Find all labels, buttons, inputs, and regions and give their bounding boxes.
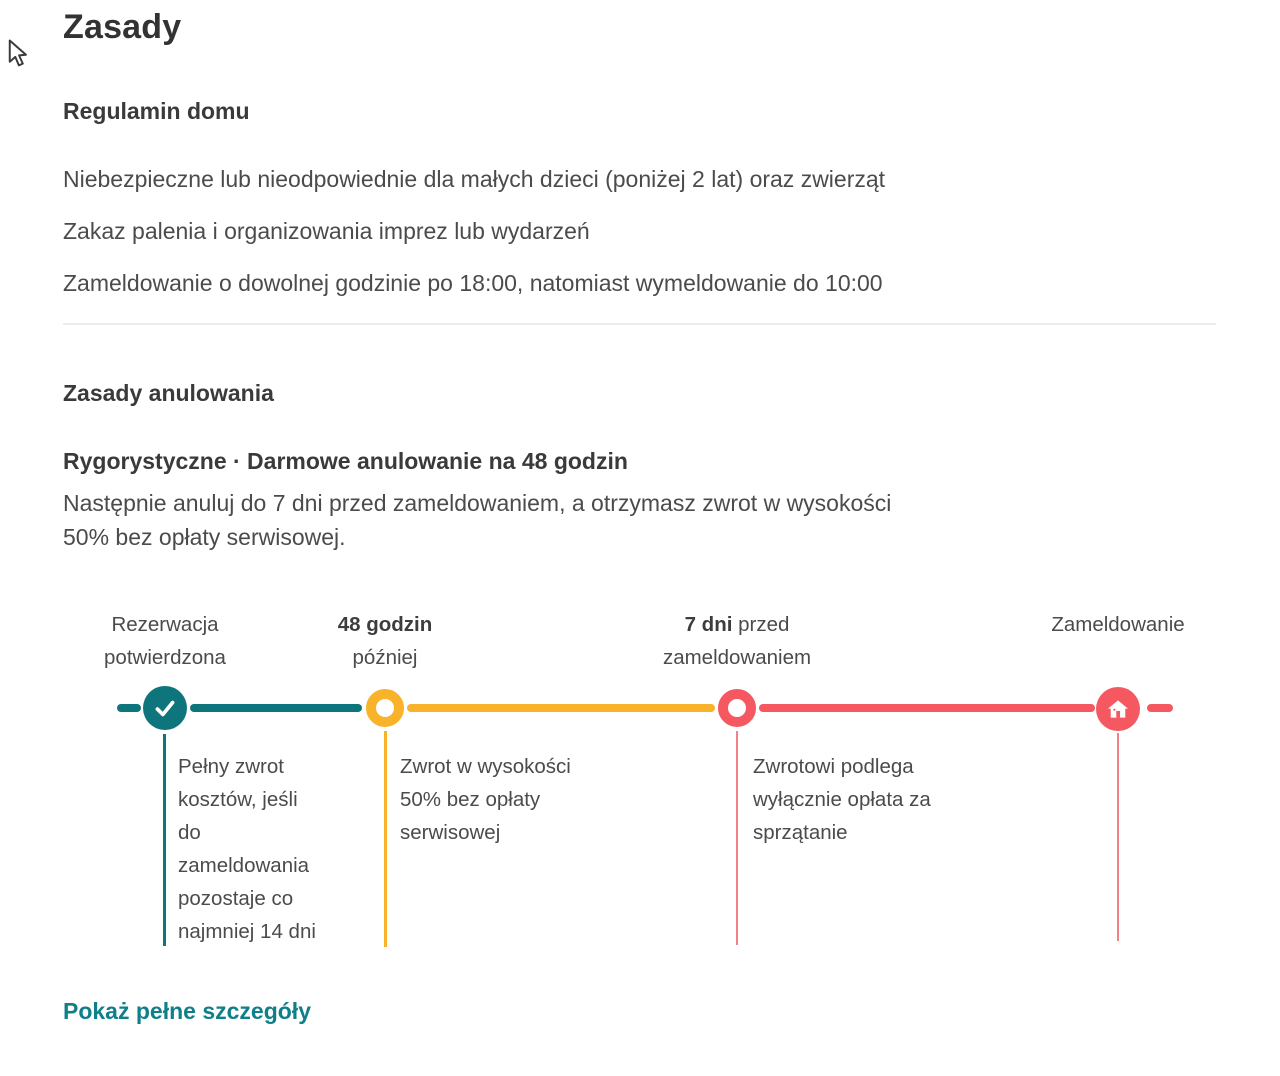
page-title: Zasady	[63, 8, 182, 46]
milestone-node-booking-confirmed	[143, 686, 187, 730]
timeline-segment-yellow	[407, 704, 715, 712]
house-rule-item: Zameldowanie o dowolnej godzinie po 18:0…	[63, 270, 883, 296]
house-icon	[1108, 700, 1128, 718]
timeline-trail-dash-red	[1147, 704, 1173, 712]
milestone-label-48-hours: 48 godzin później	[337, 613, 433, 669]
show-full-details-link[interactable]: Pokaż pełne szczegóły	[63, 998, 311, 1024]
house-rules-list: Niebezpieczne lub nieodpowiednie dla mał…	[63, 164, 1216, 298]
cancellation-policy-description: Następnie anuluj do 7 dni przed zameldow…	[63, 490, 892, 550]
cancellation-policy-title: Rygorystyczne · Darmowe anulowanie na 48…	[63, 448, 628, 474]
connector-line-red-2	[1117, 733, 1119, 941]
milestone-node-7-days	[718, 689, 756, 727]
house-rules-heading: Regulamin domu	[63, 98, 250, 124]
milestone-description-cleaning-fee: Zwrotowi podlega wyłącznie opłata za spr…	[753, 755, 931, 844]
section-divider	[63, 323, 1216, 325]
timeline-lead-dash-teal	[117, 704, 141, 712]
mouse-cursor-icon	[8, 39, 27, 67]
house-rules-section: Regulamin domu Niebezpieczne lub nieodpo…	[63, 96, 1216, 298]
milestone-label-checkin: Zameldowanie	[1051, 613, 1185, 636]
cancellation-policy-section: Zasady anulowania Rygorystyczne · Darmow…	[63, 378, 1216, 1025]
milestone-description-full-refund: Pełny zwrot kosztów, jeśli do zameldowan…	[178, 755, 316, 943]
milestone-label-7-days: 7 dni przed zameldowaniem	[662, 613, 812, 669]
milestone-description-50-percent: Zwrot w wysokości 50% bez opłaty serwiso…	[400, 755, 571, 844]
timeline-segment-red	[759, 704, 1095, 712]
connector-line-teal	[163, 734, 166, 946]
milestone-node-checkin	[1096, 687, 1140, 731]
house-rule-item: Niebezpieczne lub nieodpowiednie dla mał…	[63, 166, 886, 192]
cancellation-heading: Zasady anulowania	[63, 380, 274, 406]
milestone-node-48-hours	[366, 689, 404, 727]
cancellation-timeline: Rezerwacja potwierdzona 48 godzin późnie…	[0, 600, 1280, 980]
rules-section: Zasady Regulamin domu Niebezpieczne lub …	[63, 8, 1216, 1025]
check-icon	[155, 700, 175, 717]
connector-line-red-1	[736, 731, 738, 945]
milestone-label-booking-confirmed: Rezerwacja potwierdzona	[104, 613, 226, 669]
connector-line-yellow	[384, 731, 387, 947]
house-rule-item: Zakaz palenia i organizowania imprez lub…	[63, 218, 590, 244]
timeline-segment-teal	[190, 704, 362, 712]
